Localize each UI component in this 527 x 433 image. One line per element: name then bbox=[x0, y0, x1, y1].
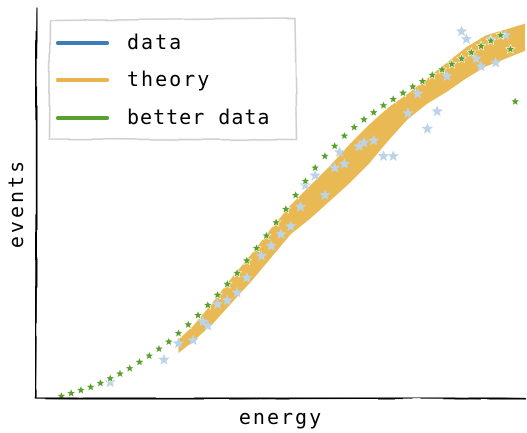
better-data-point bbox=[231, 267, 243, 278]
better-data-point bbox=[143, 350, 155, 361]
better-data-point bbox=[426, 69, 438, 80]
better-data-point bbox=[134, 356, 145, 367]
legend-label-better-data: better data bbox=[127, 105, 270, 129]
data-point bbox=[309, 169, 321, 181]
legend: data theory better data bbox=[48, 17, 298, 141]
better-data-point bbox=[65, 387, 77, 398]
better-data-point bbox=[339, 130, 350, 141]
data-point bbox=[338, 158, 351, 169]
better-data-point bbox=[251, 242, 262, 253]
better-data-point bbox=[163, 336, 175, 347]
data-point bbox=[353, 140, 365, 152]
data-point bbox=[285, 220, 297, 232]
better-data-point bbox=[485, 35, 497, 46]
data-point bbox=[358, 136, 370, 148]
better-data-point bbox=[319, 150, 331, 161]
better-data-point bbox=[202, 299, 214, 310]
data-point bbox=[441, 70, 453, 82]
legend-box bbox=[48, 17, 298, 141]
better-data-point bbox=[182, 319, 194, 330]
data-point bbox=[387, 150, 399, 162]
better-data-point bbox=[261, 230, 272, 241]
data-point bbox=[221, 294, 233, 306]
better-data-point bbox=[397, 87, 409, 98]
better-data-point bbox=[300, 175, 311, 186]
data-point bbox=[197, 315, 209, 327]
y-axis-line bbox=[34, 6, 39, 400]
better-data-point bbox=[446, 58, 458, 69]
better-data-point bbox=[505, 43, 516, 54]
data-point bbox=[294, 200, 307, 212]
better-data-point bbox=[368, 106, 380, 118]
data-point bbox=[411, 87, 424, 99]
y-axis-label: events bbox=[4, 158, 28, 248]
better-data-point bbox=[290, 189, 301, 200]
x-axis-label: energy bbox=[239, 405, 323, 429]
data-point bbox=[475, 60, 487, 72]
better-data-point bbox=[153, 343, 165, 354]
better-data-point bbox=[456, 53, 467, 64]
data-point bbox=[241, 271, 253, 283]
data-point bbox=[211, 298, 224, 310]
data-point bbox=[299, 179, 312, 191]
data-point bbox=[187, 334, 199, 346]
data-point bbox=[431, 105, 443, 117]
better-data-point bbox=[509, 95, 521, 107]
data-point bbox=[275, 228, 287, 240]
better-data-point bbox=[348, 121, 360, 132]
data-point bbox=[455, 25, 468, 37]
better-data-point bbox=[222, 278, 233, 289]
data-point bbox=[499, 29, 512, 41]
better-data-point bbox=[241, 255, 253, 266]
better-data-point bbox=[387, 93, 399, 104]
data-point bbox=[402, 107, 414, 119]
data-point bbox=[490, 56, 502, 68]
better-data-point bbox=[436, 63, 448, 75]
better-data-point bbox=[417, 75, 428, 86]
better-data-point bbox=[124, 362, 136, 373]
data-point bbox=[333, 146, 346, 158]
data-point bbox=[329, 161, 341, 173]
data-point bbox=[202, 319, 214, 331]
data-point bbox=[231, 286, 243, 298]
data-point bbox=[377, 150, 390, 162]
data-point bbox=[470, 52, 482, 64]
data-point bbox=[460, 33, 473, 45]
better-data-point bbox=[407, 81, 419, 92]
better-data-point bbox=[85, 381, 96, 392]
data-point bbox=[255, 250, 268, 261]
legend-label-theory: theory bbox=[127, 67, 211, 91]
better-data-point bbox=[495, 29, 506, 40]
theory-band bbox=[178, 23, 525, 354]
better-data-point bbox=[280, 203, 292, 214]
better-data-point bbox=[212, 289, 223, 300]
better-data-point bbox=[378, 99, 389, 111]
better-data-point bbox=[358, 113, 370, 125]
better-data-point bbox=[466, 46, 477, 57]
data-point bbox=[421, 122, 434, 134]
better-data-point bbox=[329, 140, 340, 151]
better-data-point bbox=[104, 372, 116, 384]
data-point bbox=[319, 189, 331, 201]
better-data-point bbox=[173, 327, 184, 338]
x-axis-line bbox=[34, 396, 527, 401]
data-point bbox=[172, 337, 185, 349]
better-data-point bbox=[475, 40, 487, 51]
data-point bbox=[265, 239, 277, 251]
better-data-point bbox=[75, 384, 87, 395]
better-data-point bbox=[309, 162, 321, 173]
plot-area bbox=[56, 23, 525, 401]
better-data-point bbox=[114, 368, 126, 379]
better-data-point bbox=[192, 309, 204, 320]
data-point bbox=[104, 376, 116, 388]
better-data-point bbox=[95, 377, 106, 388]
better-data-point bbox=[270, 216, 282, 228]
data-point bbox=[158, 353, 170, 365]
data-point bbox=[368, 134, 380, 146]
legend-label-data: data bbox=[127, 30, 183, 54]
